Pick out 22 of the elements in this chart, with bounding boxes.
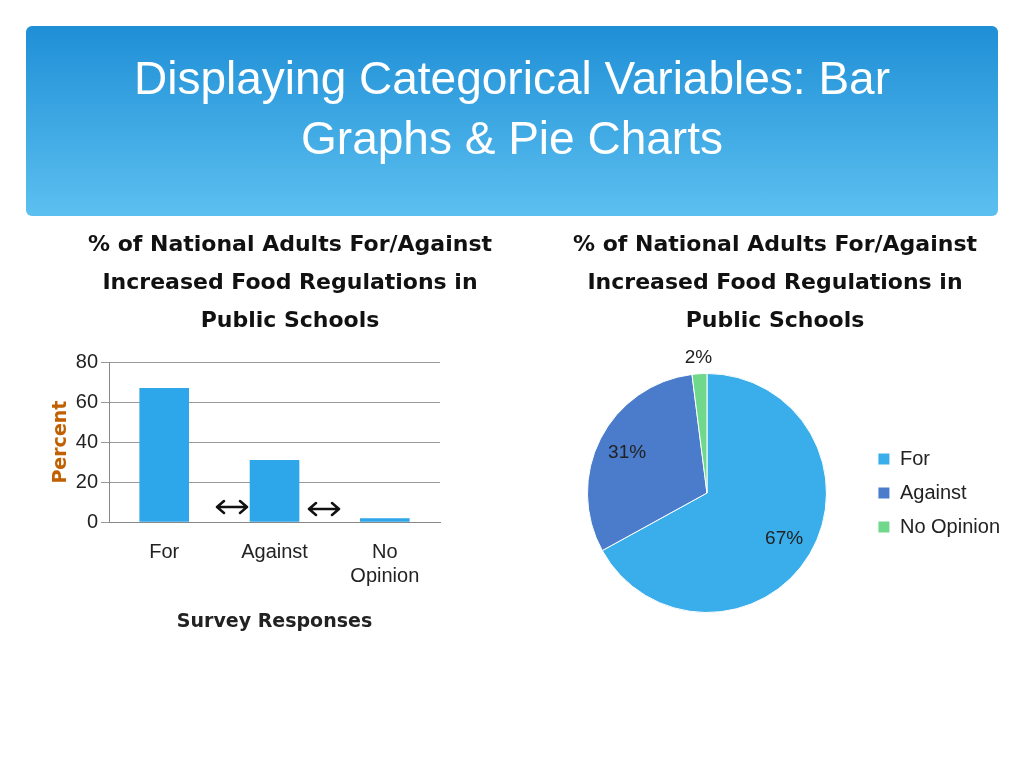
y-tick-label: 60 xyxy=(75,389,99,412)
data-label: 31% xyxy=(608,440,647,462)
x-tick-label: For xyxy=(149,539,180,562)
x-axis-title: Survey Responses xyxy=(176,608,373,631)
y-tick-label: 0 xyxy=(86,509,99,532)
x-tick-label: No Opinion xyxy=(350,539,420,586)
y-tick-label: 40 xyxy=(75,429,99,452)
bar xyxy=(360,518,410,522)
y-tick-label: 80 xyxy=(75,349,99,372)
y-axis-title: Percent xyxy=(48,400,71,484)
data-label: 67% xyxy=(765,526,804,548)
legend-label: Against xyxy=(899,480,968,503)
bar xyxy=(139,388,190,522)
bar xyxy=(249,460,300,522)
y-tick-label: 20 xyxy=(75,469,99,492)
legend-label: No Opinion xyxy=(899,514,1000,537)
chart-title: % of National Adults For/Against Increased Food Regulations in Public Schools xyxy=(572,230,978,334)
text: Displaying Categorical Variables: Bar Graphs & Pie Charts xyxy=(133,51,891,166)
data-label: 2% xyxy=(684,346,713,367)
chart-title: % of National Adults For/Against Increased Food Regulations in Public Schools xyxy=(87,230,493,334)
x-tick-label: Against xyxy=(241,539,309,562)
legend-label: For xyxy=(899,446,931,469)
